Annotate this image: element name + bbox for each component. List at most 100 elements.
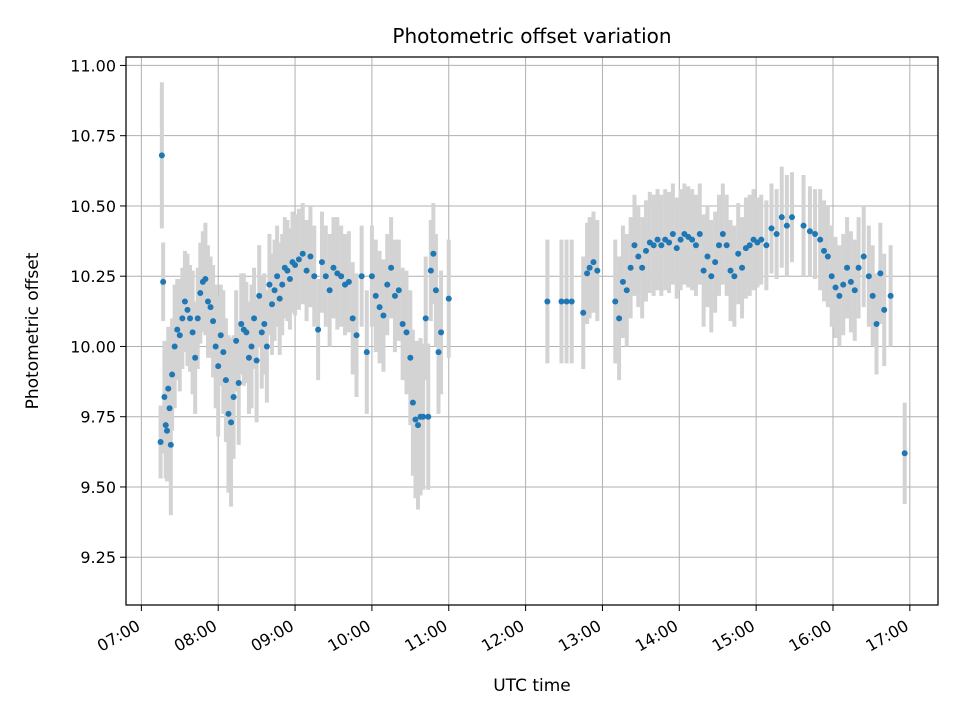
data-point	[438, 329, 445, 336]
data-point	[544, 298, 551, 305]
data-point	[824, 253, 831, 260]
data-point	[202, 276, 209, 283]
x-axis-label: UTC time	[493, 676, 571, 696]
data-point	[594, 267, 601, 274]
data-point	[821, 247, 828, 254]
data-point	[384, 281, 391, 288]
data-point	[873, 320, 880, 327]
y-tick-label: 9.75	[80, 408, 116, 427]
data-point	[192, 354, 199, 361]
x-tick-label: 09:00	[248, 616, 297, 656]
data-point	[425, 413, 432, 420]
x-tick-label: 17:00	[862, 616, 911, 656]
data-point	[430, 250, 437, 257]
data-point	[627, 264, 634, 271]
data-point	[345, 278, 352, 285]
data-point	[225, 410, 232, 417]
data-point	[166, 405, 173, 412]
y-tick-label: 10.50	[70, 197, 116, 216]
data-point	[174, 326, 181, 333]
data-point	[263, 343, 270, 350]
data-point	[315, 326, 322, 333]
data-point	[739, 264, 746, 271]
y-tick-label: 11.00	[70, 56, 116, 75]
chart-title: Photometric offset variation	[392, 24, 671, 48]
data-point	[353, 332, 360, 339]
errorbars	[158, 82, 907, 516]
data-point	[783, 222, 790, 229]
data-point	[318, 259, 325, 266]
data-point	[612, 298, 619, 305]
data-point	[669, 231, 676, 238]
data-point	[388, 264, 395, 271]
data-point	[194, 315, 201, 322]
data-point	[642, 247, 649, 254]
data-point	[851, 287, 858, 294]
data-point	[326, 287, 333, 294]
data-point	[376, 304, 383, 311]
data-point	[828, 273, 835, 280]
data-points	[157, 152, 908, 457]
data-point	[435, 349, 442, 356]
data-point	[157, 439, 164, 446]
data-point	[635, 253, 642, 260]
data-point	[349, 315, 356, 322]
data-point	[269, 301, 276, 308]
data-point	[704, 253, 711, 260]
data-point	[658, 242, 665, 249]
x-axis: 07:00 08:00 09:00 10:00 11:00 12:00 13:00 14:00…	[94, 605, 912, 656]
data-point	[840, 281, 847, 288]
data-point	[245, 354, 252, 361]
data-point	[616, 315, 623, 322]
data-point	[189, 329, 196, 336]
data-point	[403, 329, 410, 336]
data-point	[181, 298, 188, 305]
data-point	[228, 419, 235, 426]
data-point	[233, 337, 240, 344]
x-tick-label: 08:00	[171, 616, 220, 656]
data-point	[179, 315, 186, 322]
data-point	[184, 306, 191, 313]
x-tick-label: 10:00	[324, 616, 373, 656]
data-point	[812, 231, 819, 238]
data-point	[847, 278, 854, 285]
data-point	[266, 281, 273, 288]
data-point	[295, 256, 302, 263]
data-point	[869, 292, 876, 299]
data-point	[391, 292, 398, 299]
data-point	[292, 261, 299, 268]
data-point	[881, 306, 888, 313]
data-point	[197, 290, 204, 297]
data-point	[584, 270, 591, 277]
data-point	[307, 253, 314, 260]
data-point	[171, 343, 178, 350]
data-point	[279, 281, 286, 288]
data-point	[368, 273, 375, 280]
data-point	[800, 222, 807, 229]
data-point	[860, 253, 867, 260]
data-point	[586, 264, 593, 271]
data-point	[817, 236, 824, 243]
data-point	[409, 399, 416, 406]
data-point	[158, 152, 165, 159]
data-point	[623, 287, 630, 294]
data-point	[778, 214, 785, 221]
data-point	[330, 264, 337, 271]
data-point	[788, 214, 795, 221]
x-tick-label: 12:00	[478, 616, 527, 656]
data-point	[568, 298, 575, 305]
data-point	[836, 292, 843, 299]
x-tick-label: 13:00	[555, 616, 604, 656]
data-point	[322, 273, 329, 280]
plot-frame	[125, 56, 939, 606]
data-point	[723, 242, 730, 249]
data-point	[715, 242, 722, 249]
data-point	[162, 422, 169, 429]
data-point	[731, 273, 738, 280]
data-point	[719, 231, 726, 238]
data-point	[161, 394, 168, 401]
data-point	[169, 371, 176, 378]
data-point	[692, 242, 699, 249]
data-point	[412, 416, 419, 423]
data-point	[763, 242, 770, 249]
